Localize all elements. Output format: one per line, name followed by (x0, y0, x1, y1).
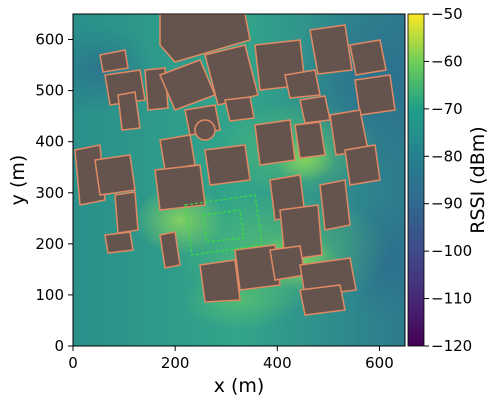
colorbar-tick-label: −60 (431, 52, 463, 70)
colorbar-label: RSSI (dBm) (467, 126, 489, 233)
x-axis-ticks: 0 200 400 600 (68, 346, 394, 372)
y-tick-label: 500 (35, 82, 64, 100)
building (104, 231, 134, 254)
colorbar-tick-label: −110 (431, 290, 472, 308)
building (269, 245, 306, 281)
colorbar-tick-label: −100 (431, 242, 472, 260)
building (224, 96, 255, 122)
colorbar-ticks: −120 −110 −100 −90 −80 −70 −60 −50 (424, 5, 472, 355)
colorbar-tick-label: −90 (431, 195, 463, 213)
building (254, 119, 296, 166)
y-tick-label: 600 (35, 31, 64, 49)
building (114, 191, 139, 234)
building (99, 49, 129, 73)
building (117, 91, 141, 131)
buildings-layer (74, 14, 396, 316)
x-tick-label: 400 (263, 354, 292, 372)
building (159, 134, 196, 171)
building (159, 231, 181, 269)
building (309, 24, 353, 75)
building (354, 74, 396, 116)
highlighted-region (184, 194, 263, 256)
y-tick-label: 100 (35, 286, 64, 304)
building (279, 204, 323, 261)
colorbar (407, 13, 425, 347)
building (154, 164, 206, 211)
building (294, 121, 326, 159)
colorbar-tick-label: −80 (431, 147, 463, 165)
building (94, 154, 136, 196)
colorbar-tick-label: −70 (431, 100, 463, 118)
building (299, 257, 357, 297)
y-tick-label: 300 (35, 184, 64, 202)
building (299, 95, 331, 124)
y-axis-ticks: 0 100 200 300 400 500 600 (35, 31, 73, 355)
building (199, 259, 241, 303)
colorbar-tick-label: −50 (431, 5, 463, 23)
building (159, 14, 251, 63)
plot-frame (72, 13, 406, 347)
x-tick-label: 200 (161, 354, 190, 372)
x-tick-label: 600 (365, 354, 394, 372)
building (194, 119, 216, 141)
y-tick-label: 0 (54, 337, 64, 355)
building (204, 144, 251, 186)
building (204, 44, 259, 106)
building (284, 69, 321, 99)
x-tick-label: 0 (68, 354, 78, 372)
y-tick-label: 200 (35, 235, 64, 253)
x-axis-label: x (m) (214, 375, 265, 397)
colorbar-tick-label: −120 (431, 337, 472, 355)
building (319, 179, 351, 231)
building (234, 244, 281, 291)
building (299, 284, 346, 316)
building (344, 144, 381, 186)
y-axis-label: y (m) (7, 155, 29, 206)
y-tick-label: 400 (35, 133, 64, 151)
building (349, 39, 387, 76)
